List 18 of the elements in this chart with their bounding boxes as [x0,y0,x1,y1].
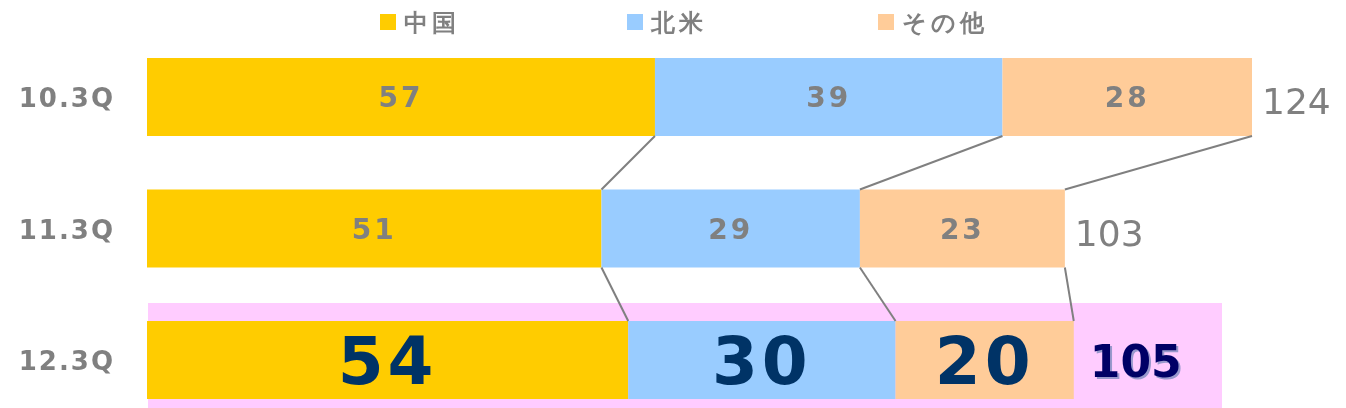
data-label: 23 [939,212,985,246]
data-label: 51 [351,212,397,246]
legend-label: 北米 [650,9,707,37]
data-label: 39 [806,81,852,114]
data-label: 54 [337,323,438,400]
y-tick-label: 10.3Q [18,83,115,113]
data-label: 30 [711,323,812,400]
y-tick-label: 12.3Q [18,346,115,376]
total-label: 124 [1262,81,1331,122]
data-label: 57 [378,81,424,114]
total-label: 103 [1074,212,1144,254]
legend-label: 中国 [404,9,460,37]
data-label: 29 [708,212,754,246]
data-label: 28 [1104,81,1150,114]
total-label: 105 [1089,336,1182,387]
legend-label: その他 [902,9,988,37]
data-label: 20 [934,323,1035,400]
y-tick-label: 11.3Q [18,214,115,245]
